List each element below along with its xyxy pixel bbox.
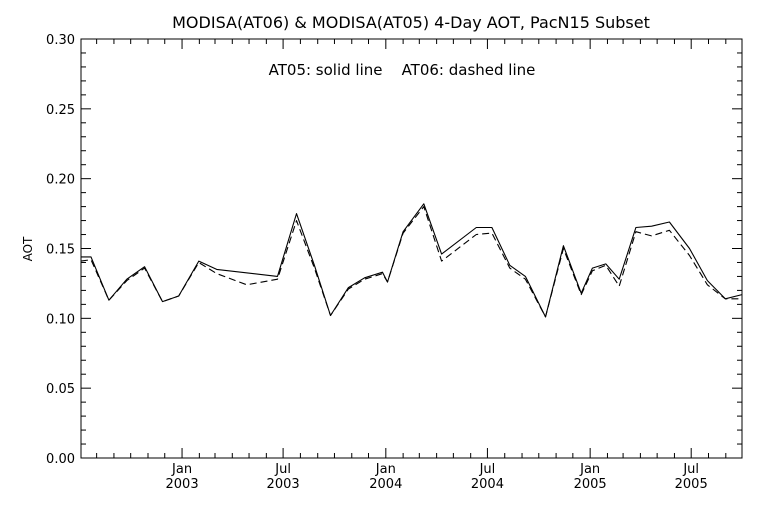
series-line-at05: [81, 203, 743, 318]
series-layer: [80, 203, 743, 318]
x-tick-month-label: Jan: [579, 462, 600, 477]
x-tick-year-label: 2005: [574, 477, 607, 492]
y-axis-label: AOT: [21, 236, 35, 261]
plot-frame: [80, 38, 743, 459]
series-line-at06: [80, 206, 742, 318]
x-tick-year-label: 2004: [471, 477, 504, 492]
x-tick-month-label: Jul: [682, 462, 699, 477]
chart-title: MODISA(AT06) & MODISA(AT05) 4-Day AOT, P…: [172, 13, 650, 32]
x-tick-month-label: Jul: [274, 462, 291, 477]
y-tick-label: 0.10: [46, 312, 75, 327]
x-tick-year-label: 2003: [267, 477, 300, 492]
y-tick-label: 0.30: [46, 33, 75, 48]
y-tick-label: 0.05: [46, 382, 75, 397]
y-tick-label: 0.15: [46, 243, 75, 258]
y-tick-label: 0.25: [46, 103, 75, 118]
x-tick-year-label: 2004: [369, 477, 402, 492]
x-tick-year-label: 2005: [675, 477, 708, 492]
x-tick-month-label: Jan: [171, 462, 192, 477]
x-axis: Jan2003Jul2003Jan2004Jul2004Jan2005Jul20…: [96, 39, 727, 492]
y-tick-label: 0.00: [46, 452, 75, 467]
y-tick-label: 0.20: [46, 173, 75, 188]
series-style-annotation: AT05: solid line AT06: dashed line: [269, 61, 536, 79]
y-axis: 0.00 0.05 0.10 0.15 0.20 0.25 0.30: [46, 33, 742, 467]
x-tick-year-label: 2003: [166, 477, 199, 492]
x-tick-month-label: Jul: [479, 462, 496, 477]
x-tick-month-label: Jan: [375, 462, 396, 477]
